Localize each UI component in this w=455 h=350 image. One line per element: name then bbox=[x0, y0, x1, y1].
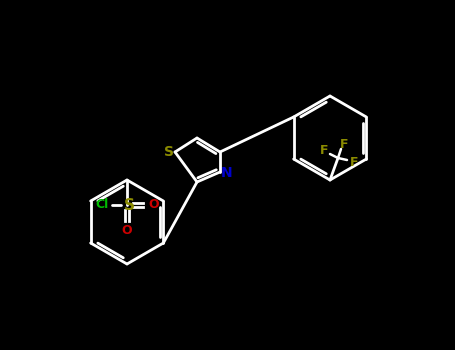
Text: Cl: Cl bbox=[96, 198, 109, 211]
Text: F: F bbox=[340, 138, 348, 150]
Text: S: S bbox=[164, 145, 174, 159]
Text: F: F bbox=[320, 144, 328, 156]
Text: O: O bbox=[149, 198, 159, 211]
Text: O: O bbox=[121, 224, 132, 237]
Text: S: S bbox=[123, 197, 135, 212]
Text: N: N bbox=[221, 166, 233, 180]
Text: F: F bbox=[350, 155, 358, 168]
